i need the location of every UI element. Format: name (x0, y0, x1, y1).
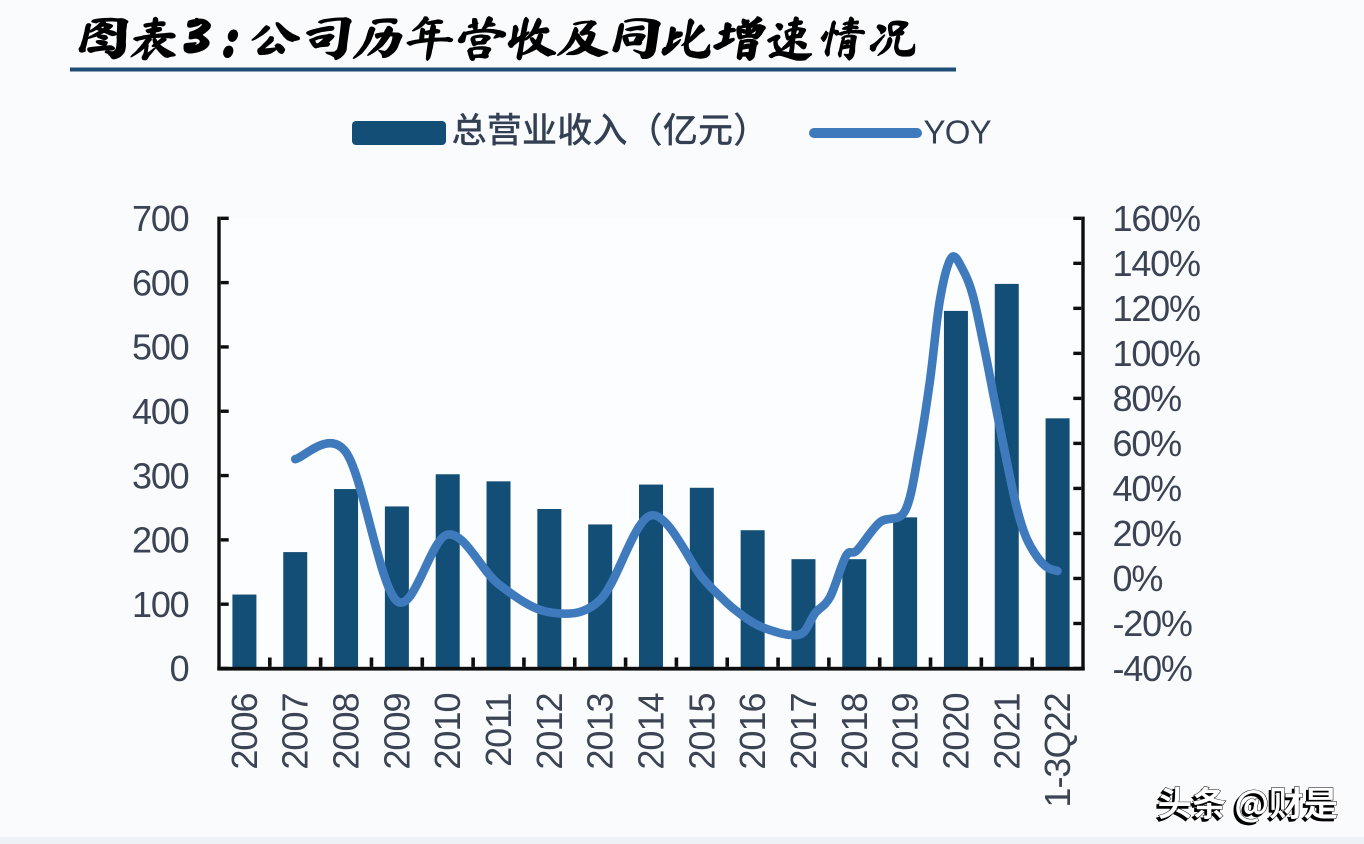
svg-text:0%: 0% (1113, 558, 1163, 599)
svg-text:2015: 2015 (681, 694, 722, 770)
svg-text:2018: 2018 (834, 694, 875, 770)
svg-text:20%: 20% (1113, 513, 1182, 554)
svg-text:1-3Q22: 1-3Q22 (1037, 694, 1078, 808)
svg-text:2006: 2006 (224, 694, 265, 770)
svg-text:2010: 2010 (427, 694, 468, 770)
svg-text:2009: 2009 (376, 694, 417, 770)
svg-text:-20%: -20% (1113, 603, 1192, 644)
svg-text:2016: 2016 (732, 694, 773, 770)
svg-text:2011: 2011 (478, 694, 519, 767)
svg-text:2012: 2012 (529, 694, 570, 770)
svg-text:500: 500 (132, 327, 189, 368)
svg-text:2019: 2019 (885, 694, 926, 770)
svg-text:2014: 2014 (631, 694, 672, 770)
svg-text:400: 400 (132, 391, 189, 432)
svg-text:0: 0 (170, 648, 189, 689)
svg-text:100: 100 (132, 584, 189, 625)
svg-text:80%: 80% (1113, 378, 1182, 419)
svg-text:40%: 40% (1113, 468, 1182, 509)
svg-text:120%: 120% (1113, 288, 1200, 329)
svg-text:160%: 160% (1113, 198, 1200, 239)
svg-text:YOY: YOY (924, 114, 992, 151)
svg-text:600: 600 (132, 262, 189, 303)
svg-text:200: 200 (132, 520, 189, 561)
svg-text:100%: 100% (1113, 333, 1200, 374)
svg-text:2020: 2020 (935, 694, 976, 770)
svg-text:2021: 2021 (986, 694, 1027, 770)
svg-text:2007: 2007 (275, 694, 316, 770)
svg-text:2008: 2008 (326, 694, 367, 770)
svg-text:60%: 60% (1113, 423, 1182, 464)
svg-text:-40%: -40% (1113, 648, 1192, 689)
svg-text:2013: 2013 (580, 694, 621, 770)
svg-text:700: 700 (132, 198, 189, 239)
svg-text:140%: 140% (1113, 243, 1200, 284)
svg-text:300: 300 (132, 455, 189, 496)
svg-text:2017: 2017 (783, 694, 824, 770)
